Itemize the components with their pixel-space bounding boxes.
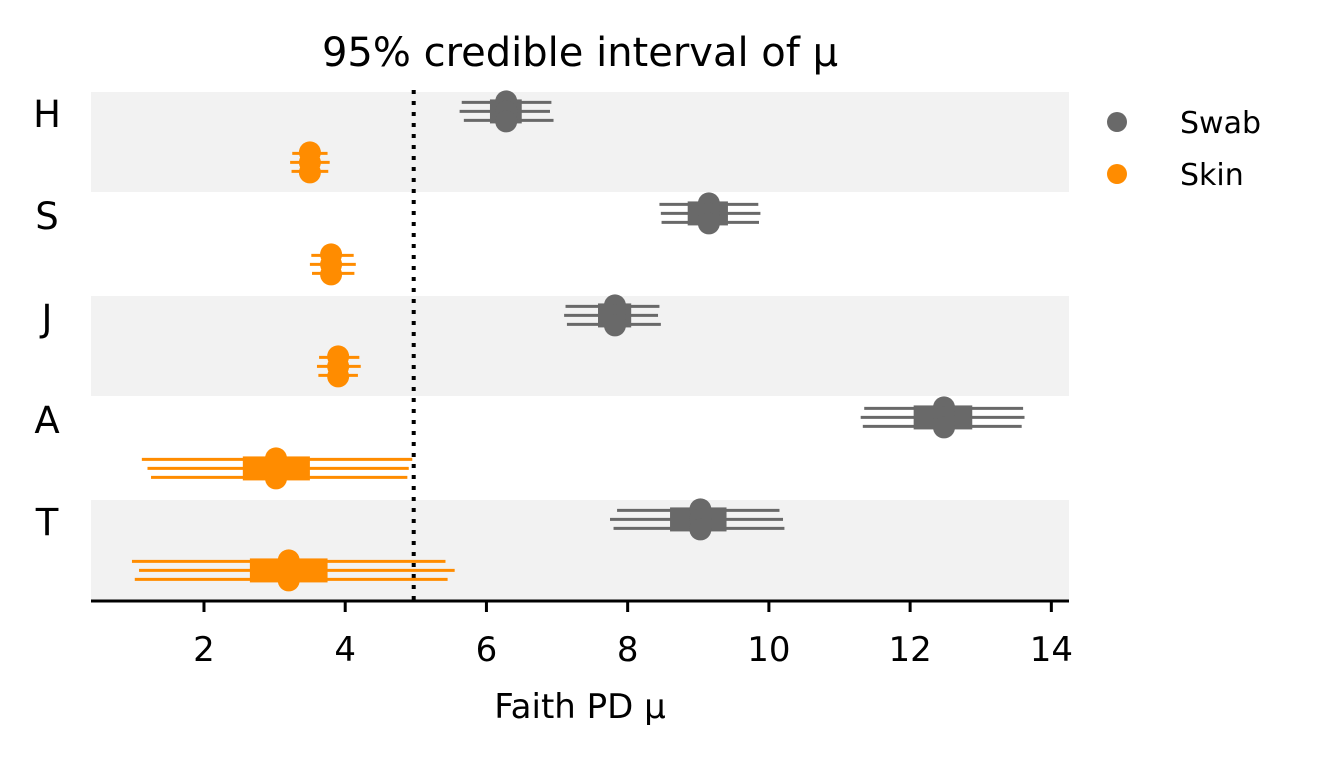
legend-label-swab: Swab [1180, 106, 1261, 141]
group-labels: H S J A T [33, 93, 61, 544]
group-label-T: T [35, 501, 59, 544]
x-tick-label: 8 [617, 630, 639, 670]
group-band-J [91, 296, 1069, 396]
median-point-swab-S [697, 212, 720, 235]
legend: Swab Skin [1107, 106, 1261, 193]
group-label-S: S [35, 195, 59, 238]
median-point-skin-T [277, 569, 300, 592]
group-band-T [91, 500, 1069, 600]
x-axis: 2 4 6 8 10 12 14 [91, 599, 1073, 670]
group-band-H [91, 92, 1069, 192]
median-point-swab-H [495, 110, 518, 133]
legend-marker-skin [1107, 164, 1127, 184]
median-point-skin-S [320, 263, 343, 286]
x-tick-label: 6 [476, 630, 498, 670]
chart-title: 95% credible interval of μ [322, 30, 838, 76]
x-tick-label: 12 [888, 630, 931, 670]
legend-label-skin: Skin [1180, 158, 1244, 193]
x-tick-label: 14 [1030, 630, 1073, 670]
x-tick-label: 2 [193, 630, 215, 670]
median-point-swab-J [603, 314, 626, 337]
median-point-swab-T [689, 518, 712, 541]
interval-marks-layer [131, 90, 1025, 592]
x-tick-label: 10 [747, 630, 790, 670]
median-point-skin-J [327, 365, 350, 388]
group-label-H: H [33, 93, 61, 136]
median-point-skin-H [298, 161, 321, 184]
group-label-A: A [34, 399, 59, 442]
x-tick-label: 4 [334, 630, 356, 670]
x-axis-label: Faith PD μ [494, 687, 666, 727]
median-point-skin-A [265, 467, 288, 490]
group-shading-layer [91, 92, 1069, 600]
median-point-swab-A [933, 416, 956, 439]
legend-marker-swab [1107, 112, 1127, 132]
group-label-J: J [40, 297, 53, 340]
